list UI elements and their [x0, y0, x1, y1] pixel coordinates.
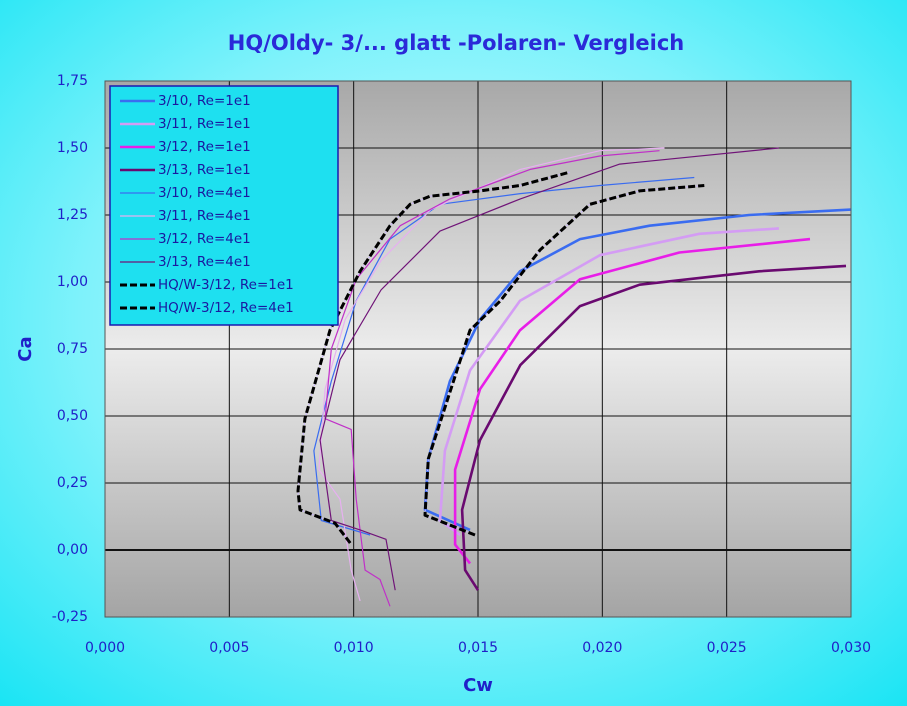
x-tick-label: 0,020 [582, 640, 622, 656]
x-tick-label: 0,025 [707, 640, 747, 656]
series-line [324, 150, 660, 607]
series-lines [296, 147, 851, 607]
y-tick-label: 0,50 [57, 408, 88, 424]
y-tick-label: 1,00 [57, 274, 88, 290]
series-line [319, 147, 779, 591]
y-tick-label: 0,00 [57, 542, 88, 558]
series-line [318, 147, 665, 602]
series-line [453, 237, 811, 565]
y-tick-label: 0,25 [57, 475, 88, 491]
chart-title: HQ/Oldy- 3/... glatt -Polaren- Vergleich [228, 31, 684, 55]
series-line [438, 227, 779, 537]
legend-label: 3/10, Re=1e1 [158, 93, 251, 109]
x-axis-label: Cw [463, 675, 493, 696]
x-tick-label: 0,010 [334, 640, 374, 656]
axes: -0,25 0,00 0,25 0,50 0,75 1,00 1,25 1,50 1,75 0,0… [52, 73, 871, 656]
x-tick-label: 0,000 [85, 640, 125, 656]
y-tick-label: -0,25 [52, 609, 88, 625]
plot-border [104, 80, 852, 618]
legend: 3/10, Re=1e1 3/11, Re=1e1 3/12, Re=1e1 3/13… [109, 85, 339, 326]
x-tick-label: 0,005 [209, 640, 249, 656]
legend-label: 3/13, Re=4e1 [158, 254, 251, 270]
series-line [423, 184, 705, 537]
x-tick-label: 0,015 [458, 640, 498, 656]
y-axis-label: Ca [15, 336, 36, 361]
y-tick-label: 1,25 [57, 207, 88, 223]
series-line [460, 264, 847, 591]
y-tick-label: 1,50 [57, 140, 88, 156]
x-tick-label: 0,030 [831, 640, 871, 656]
series-line [313, 176, 695, 536]
legend-box [109, 85, 339, 326]
legend-label: HQ/W-3/12, Re=4e1 [158, 300, 294, 316]
legend-label: 3/13, Re=1e1 [158, 162, 251, 178]
series-line [296, 170, 571, 544]
y-tick-label: 1,75 [57, 73, 88, 89]
legend-label: 3/12, Re=4e1 [158, 231, 251, 247]
legend-label: 3/10, Re=4e1 [158, 185, 251, 201]
legend-label: 3/12, Re=1e1 [158, 139, 251, 155]
legend-label: 3/11, Re=1e1 [158, 116, 251, 132]
legend-label: 3/11, Re=4e1 [158, 208, 251, 224]
legend-label: HQ/W-3/12, Re=1e1 [158, 277, 294, 293]
y-tick-label: 0,75 [57, 341, 88, 357]
